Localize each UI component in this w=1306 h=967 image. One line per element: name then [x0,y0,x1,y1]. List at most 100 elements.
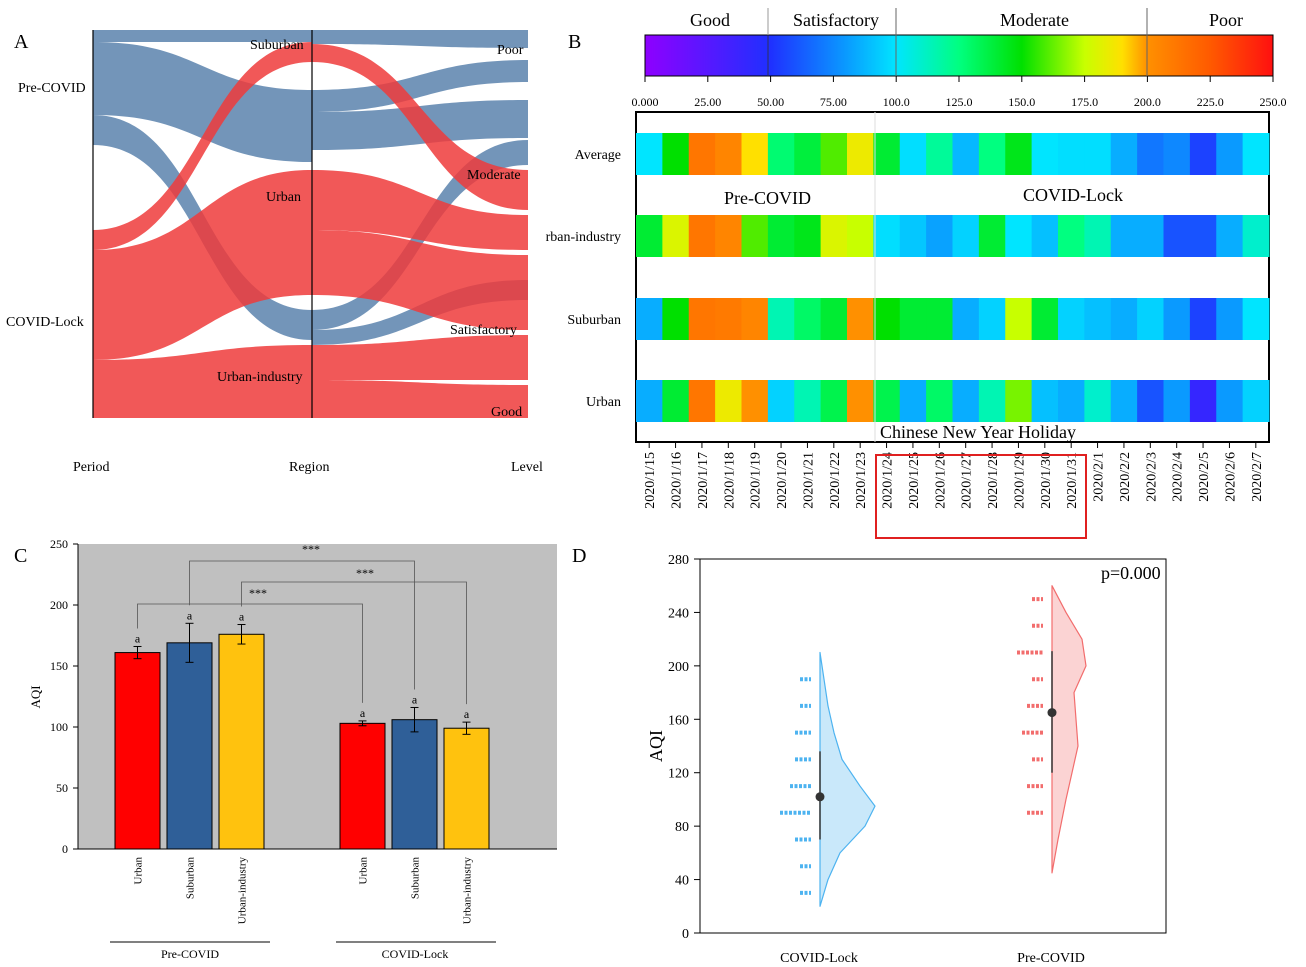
heatmap-col-label: 2020/1/24 [881,452,896,509]
heatmap-cell [1216,215,1244,257]
bar-letter-label: a [412,692,418,706]
heatmap-cell [1242,298,1270,340]
heatmap-cell [662,133,690,175]
flow-lock-suburban [93,42,312,250]
bar-letter-label: a [360,706,366,720]
heatmap-row-label: rban-industry [546,230,621,245]
heatmap-cell [1137,215,1164,257]
node-good: Good [491,405,522,420]
node-urban-industry: Urban-industry [217,370,303,385]
node-suburban: Suburban [250,38,304,53]
heatmap-cell [767,133,795,175]
heatmap-cell [899,133,927,175]
heatmap-cell [688,133,716,175]
heatmap-cell [1110,380,1138,422]
colorbar-tick-label: 125.0 [946,95,973,109]
significance-label: *** [356,566,374,580]
heatmap-col-label: 2020/1/25 [907,452,922,509]
bar-letter-label: a [135,631,141,645]
heatmap-cell [1242,133,1270,175]
heatmap-cell [662,380,690,422]
bar-letter-label: a [239,610,245,624]
heatmap-cell [978,133,1006,175]
heatmap-cell [926,298,953,340]
heatmap-cell [1216,298,1244,340]
significance-brackets: *** *** *** [137,542,467,705]
heatmap-cell [794,380,822,422]
colorbar-tick-label: 100.0 [883,95,910,109]
colorbar-tick-label: 50.00 [757,95,784,109]
heatmap-cell [688,215,716,257]
heatmap-cell [1163,298,1191,340]
heatmap-cell [1216,380,1244,422]
heatmap-cell [899,380,927,422]
violin-y-tick-label: 160 [668,713,689,728]
heatmap-cell [820,298,848,340]
node-pre-covid: Pre-COVID [18,81,86,96]
significance-bracket [189,560,415,690]
p-value-annotation: p=0.000 [1101,563,1161,583]
flow-pre-urban [93,42,312,162]
heatmap-column-labels: 2020/1/15 2020/1/16 2020/1/17 2020/1/18 2020… [643,442,1265,509]
colorbar-tick-label: 175.0 [1071,95,1098,109]
bar-x-labels: Urban Suburban Urban-industry Urban Suburban… [133,857,474,925]
heatmap-cell [636,215,663,257]
heatmap-cell [1031,298,1059,340]
significance-label: *** [249,586,267,600]
bar [114,652,161,850]
heatmap-col-label: 2020/2/3 [1144,452,1159,502]
heatmap-cell [978,298,1006,340]
heatmap-cell [741,380,769,422]
heatmap-cell [899,215,927,257]
heatmap-cell [1137,380,1164,422]
flow-urban-moderate-lock [312,170,528,250]
heatmap-cell [767,215,795,257]
heatmap-cell [1058,380,1085,422]
colorbar-tick-label: 250.0 [1260,95,1287,109]
heatmap-cells [636,112,1270,442]
heatmap-cell [952,298,980,340]
colorbar-tick-label: 25.00 [694,95,721,109]
bar-y-tick-label: 250 [50,537,68,551]
heatmap-cell [662,215,690,257]
heatmap-cell [847,215,874,257]
heatmap-cell [926,133,953,175]
heatmap-cell [636,298,663,340]
node-poor: Poor [497,43,524,58]
heatmap-cell [952,133,980,175]
annotation-pre-covid: Pre-COVID [724,188,811,208]
heatmap-col-label: 2020/2/5 [1197,452,1212,502]
significance-bracket [241,581,467,705]
colorbar-tick-label: 225.0 [1197,95,1224,109]
heatmap-cell [688,380,716,422]
bar-y-label: AQI [28,685,43,708]
cny-highlight-box [875,454,1087,539]
heatmap-col-label: 2020/1/19 [749,452,764,509]
heatmap-col-label: 2020/1/20 [775,452,790,509]
bar-x-label: Suburban [185,857,197,900]
violin-mean-point [1047,708,1057,718]
colorbar-tick-label: 150.0 [1008,95,1035,109]
heatmap-cell [767,298,795,340]
heatmap-cell [847,133,874,175]
violin-frame [699,558,1167,934]
annotation-cny: Chinese New Year Holiday [880,422,1076,442]
flow-urban-satisfactory [312,230,528,330]
flow-sub-poor [312,30,528,48]
heatmap-cell [820,133,848,175]
heatmap-row-label: Urban [586,395,621,410]
heatmap-col-label: 2020/2/2 [1118,452,1133,502]
heatmap-cell [715,215,742,257]
bar [218,633,265,850]
heatmap-cell [794,133,822,175]
bar [443,727,490,850]
violin-y-tick-label: 200 [668,660,689,675]
heatmap-cell [1005,133,1033,175]
violin-x-covid-lock: COVID-Lock [780,951,858,966]
violin-shape [819,651,876,907]
bar-y-tick-label: 0 [62,842,68,856]
heatmap-cell [1110,215,1138,257]
violin-y-tick-label: 40 [675,874,689,889]
colorbar-ticks: 0.000 25.00 50.00 75.00 100.0 125.0 150.0 175.0… [632,76,1287,109]
heatmap-cell [1084,215,1112,257]
